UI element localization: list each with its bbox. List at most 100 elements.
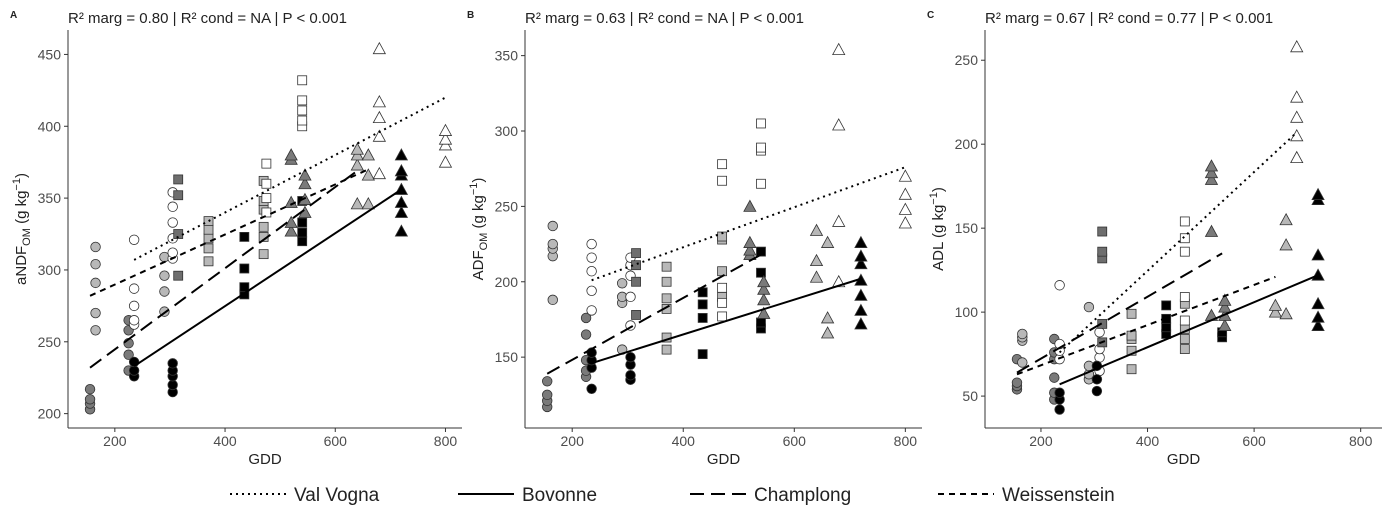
legend-label: Val Vogna [294,485,380,506]
point [258,249,269,260]
point [1126,345,1137,356]
point [128,234,140,245]
point [1204,165,1219,179]
point [350,197,364,210]
point [297,217,308,228]
y-tick-label: 250 [38,334,62,350]
point [631,310,641,320]
point [1097,318,1108,329]
point [1049,372,1060,383]
y-tick-label: 200 [495,274,519,290]
point [239,282,250,293]
y-tick-label: 150 [495,349,519,365]
point [854,317,868,330]
point [542,389,553,401]
point [820,326,835,339]
point [284,224,298,237]
point [757,306,771,319]
point [542,376,553,387]
point [372,41,387,55]
point [167,247,178,258]
point [128,365,140,376]
y-tick-label: 200 [955,136,979,152]
point [298,168,312,181]
point [854,235,868,248]
point [173,270,184,281]
point [631,248,641,259]
point [717,282,728,293]
point [284,148,298,161]
fit-line [546,253,762,375]
point [284,195,298,208]
point [661,344,672,355]
point [1311,318,1325,331]
point [1054,387,1065,398]
point [372,129,387,142]
point [90,241,101,253]
point [239,263,250,274]
point [661,261,672,272]
point [1268,298,1283,311]
point [580,312,592,324]
point [128,300,140,312]
y-axis-label-part: −1 [11,178,23,191]
point [1290,150,1304,164]
point [743,199,757,212]
point [547,238,558,250]
y-axis-label-part: ADF [470,250,487,280]
point [586,383,597,395]
x-tick-label: 200 [1029,433,1053,449]
point [697,299,708,310]
point [297,75,308,86]
point [898,187,913,200]
point [625,351,636,363]
point [586,285,597,297]
panel-label: C [927,10,934,21]
point [1179,216,1190,227]
point [757,282,771,295]
point [832,118,846,131]
x-tick-label: 400 [672,433,696,449]
point [258,221,269,232]
point [372,110,387,124]
point [1161,322,1172,333]
point [203,216,214,226]
point [717,311,728,322]
x-tick-label: 400 [1136,433,1160,449]
point [203,243,214,254]
point [1179,292,1190,302]
point [625,370,636,381]
legend-label: Champlong [754,485,851,506]
panel: B R² marg = 0.63 | R² cond = NA | P < 0.0… [467,10,922,468]
point [820,311,835,324]
y-tick-label: 100 [955,304,979,320]
y-axis-label: aNDFOM (g kg−1) [11,173,33,285]
point [717,175,728,186]
point [1311,187,1325,200]
x-tick-label: 200 [561,433,585,449]
x-tick-label: 200 [103,433,127,449]
point [717,231,728,242]
x-axis-label: GDD [1167,451,1201,468]
point [1279,306,1293,320]
point [1126,364,1137,375]
point [1179,233,1190,244]
point [167,358,178,369]
point [854,288,868,301]
point [1091,374,1103,385]
point [394,148,409,161]
point [1091,385,1103,397]
point [84,384,96,395]
point [616,278,628,289]
point [717,159,728,170]
point [1126,308,1137,319]
panel: C R² marg = 0.67 | R² cond = 0.77 | P < 0… [927,10,1382,468]
point [832,42,846,55]
point [167,379,178,391]
point [697,313,708,323]
x-tick-label: 600 [1242,433,1266,449]
point [372,95,387,108]
point [372,166,387,180]
y-axis-label-part: ) [13,173,30,178]
